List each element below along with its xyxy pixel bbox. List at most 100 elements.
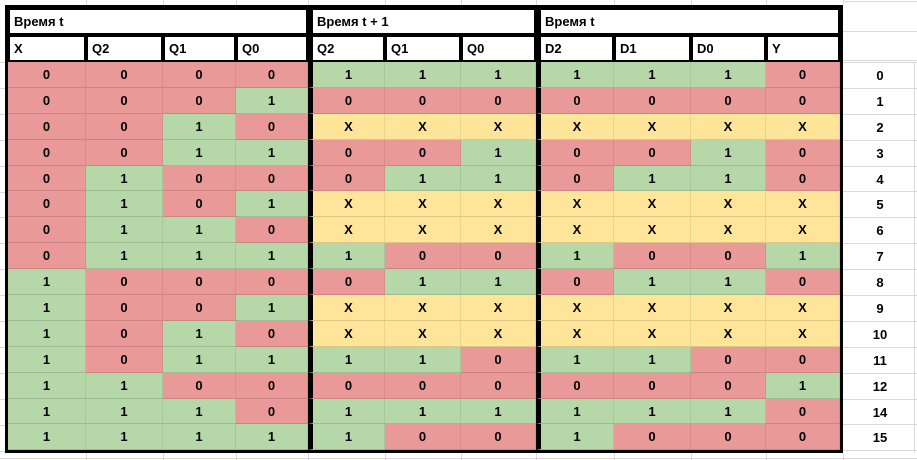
table-cell[interactable]: 0 bbox=[691, 87, 766, 114]
table-cell[interactable]: X bbox=[461, 320, 536, 347]
table-cell[interactable]: X bbox=[766, 295, 840, 321]
table-cell[interactable]: 1 bbox=[163, 424, 236, 451]
table-cell[interactable]: 0 bbox=[766, 62, 840, 88]
table-cell[interactable]: 0 bbox=[461, 243, 536, 270]
table-cell[interactable]: 0 bbox=[614, 424, 691, 451]
table-cell[interactable]: 0 bbox=[385, 243, 461, 270]
column-header[interactable]: D1 bbox=[614, 35, 691, 62]
table-cell[interactable]: 1 bbox=[163, 217, 236, 244]
table-cell[interactable]: 1 bbox=[691, 269, 766, 296]
table-cell[interactable]: 1 bbox=[766, 372, 840, 399]
table-cell[interactable]: X bbox=[536, 191, 614, 218]
table-cell[interactable]: 0 bbox=[766, 165, 840, 192]
table-cell[interactable]: 0 bbox=[86, 346, 163, 373]
column-header[interactable]: Q0 bbox=[236, 35, 308, 62]
table-cell[interactable]: 0 bbox=[385, 87, 461, 114]
table-cell[interactable]: 0 bbox=[766, 87, 840, 114]
table-cell[interactable]: 1 bbox=[163, 243, 236, 270]
table-cell[interactable]: 0 bbox=[86, 295, 163, 321]
table-cell[interactable]: 1 bbox=[614, 346, 691, 373]
table-cell[interactable]: 0 bbox=[691, 346, 766, 373]
table-cell[interactable]: 0 bbox=[8, 87, 86, 114]
table-cell[interactable]: 0 bbox=[163, 269, 236, 296]
table-cell[interactable]: 1 bbox=[536, 243, 614, 270]
column-header[interactable]: Q2 bbox=[308, 35, 385, 62]
table-cell[interactable]: 0 bbox=[461, 346, 536, 373]
table-cell[interactable]: 1 bbox=[236, 295, 308, 321]
table-cell[interactable]: 1 bbox=[236, 243, 308, 270]
table-cell[interactable]: X bbox=[385, 295, 461, 321]
table-cell[interactable]: X bbox=[385, 320, 461, 347]
row-number-cell[interactable]: 9 bbox=[843, 296, 917, 322]
table-cell[interactable]: 1 bbox=[536, 346, 614, 373]
table-cell[interactable]: X bbox=[536, 295, 614, 321]
table-cell[interactable]: 0 bbox=[766, 424, 840, 451]
table-cell[interactable]: 1 bbox=[8, 269, 86, 296]
table-cell[interactable]: 0 bbox=[461, 424, 536, 451]
table-cell[interactable]: 0 bbox=[8, 191, 86, 218]
table-cell[interactable]: X bbox=[385, 191, 461, 218]
table-cell[interactable]: 1 bbox=[86, 372, 163, 399]
table-cell[interactable]: 1 bbox=[236, 87, 308, 114]
table-cell[interactable]: 0 bbox=[163, 87, 236, 114]
table-cell[interactable]: X bbox=[766, 217, 840, 244]
table-cell[interactable]: 0 bbox=[308, 269, 385, 296]
table-cell[interactable]: 1 bbox=[8, 295, 86, 321]
table-cell[interactable]: 1 bbox=[614, 62, 691, 88]
row-number-cell[interactable]: 5 bbox=[843, 192, 917, 219]
table-cell[interactable]: 1 bbox=[236, 346, 308, 373]
table-cell[interactable]: 1 bbox=[86, 243, 163, 270]
table-cell[interactable]: 1 bbox=[536, 398, 614, 425]
table-cell[interactable]: 0 bbox=[614, 243, 691, 270]
table-cell[interactable]: 0 bbox=[236, 320, 308, 347]
column-header[interactable]: Q0 bbox=[461, 35, 536, 62]
section-header[interactable]: Время t bbox=[8, 8, 308, 35]
table-cell[interactable]: 0 bbox=[236, 165, 308, 192]
table-cell[interactable]: 1 bbox=[385, 165, 461, 192]
table-cell[interactable]: 1 bbox=[691, 62, 766, 88]
table-cell[interactable]: 0 bbox=[536, 372, 614, 399]
table-cell[interactable]: 0 bbox=[308, 139, 385, 166]
table-cell[interactable]: 0 bbox=[86, 320, 163, 347]
table-cell[interactable]: X bbox=[536, 320, 614, 347]
table-cell[interactable]: X bbox=[308, 217, 385, 244]
table-cell[interactable]: 0 bbox=[86, 62, 163, 88]
table-cell[interactable]: X bbox=[385, 113, 461, 140]
table-cell[interactable]: 1 bbox=[163, 346, 236, 373]
table-cell[interactable]: 1 bbox=[163, 398, 236, 425]
table-cell[interactable]: 1 bbox=[86, 398, 163, 425]
table-cell[interactable]: X bbox=[766, 320, 840, 347]
table-cell[interactable]: X bbox=[691, 295, 766, 321]
table-cell[interactable]: X bbox=[614, 191, 691, 218]
table-cell[interactable]: 0 bbox=[8, 217, 86, 244]
row-number-cell[interactable]: 3 bbox=[843, 141, 917, 167]
table-cell[interactable]: 1 bbox=[461, 165, 536, 192]
table-cell[interactable]: 1 bbox=[385, 62, 461, 88]
table-cell[interactable]: 1 bbox=[86, 165, 163, 192]
table-cell[interactable]: 1 bbox=[163, 113, 236, 140]
table-cell[interactable]: 0 bbox=[86, 269, 163, 296]
table-cell[interactable]: X bbox=[691, 320, 766, 347]
table-cell[interactable]: 0 bbox=[236, 62, 308, 88]
table-cell[interactable]: 0 bbox=[691, 243, 766, 270]
table-cell[interactable]: X bbox=[536, 217, 614, 244]
table-cell[interactable]: 1 bbox=[8, 346, 86, 373]
table-cell[interactable]: 1 bbox=[308, 346, 385, 373]
table-cell[interactable]: 1 bbox=[461, 62, 536, 88]
table-cell[interactable]: 0 bbox=[236, 113, 308, 140]
table-cell[interactable]: 1 bbox=[308, 62, 385, 88]
table-cell[interactable]: 0 bbox=[236, 217, 308, 244]
table-cell[interactable]: 1 bbox=[536, 62, 614, 88]
column-header[interactable]: Q2 bbox=[86, 35, 163, 62]
table-cell[interactable]: 1 bbox=[766, 243, 840, 270]
table-cell[interactable]: 0 bbox=[385, 372, 461, 399]
row-number-cell[interactable]: 10 bbox=[843, 322, 917, 348]
table-cell[interactable]: 1 bbox=[461, 269, 536, 296]
table-cell[interactable]: X bbox=[308, 113, 385, 140]
table-cell[interactable]: 1 bbox=[8, 398, 86, 425]
table-cell[interactable]: 0 bbox=[536, 269, 614, 296]
column-header[interactable]: X bbox=[8, 35, 86, 62]
table-cell[interactable]: 1 bbox=[308, 424, 385, 451]
table-cell[interactable]: 0 bbox=[385, 139, 461, 166]
table-cell[interactable]: 1 bbox=[614, 398, 691, 425]
